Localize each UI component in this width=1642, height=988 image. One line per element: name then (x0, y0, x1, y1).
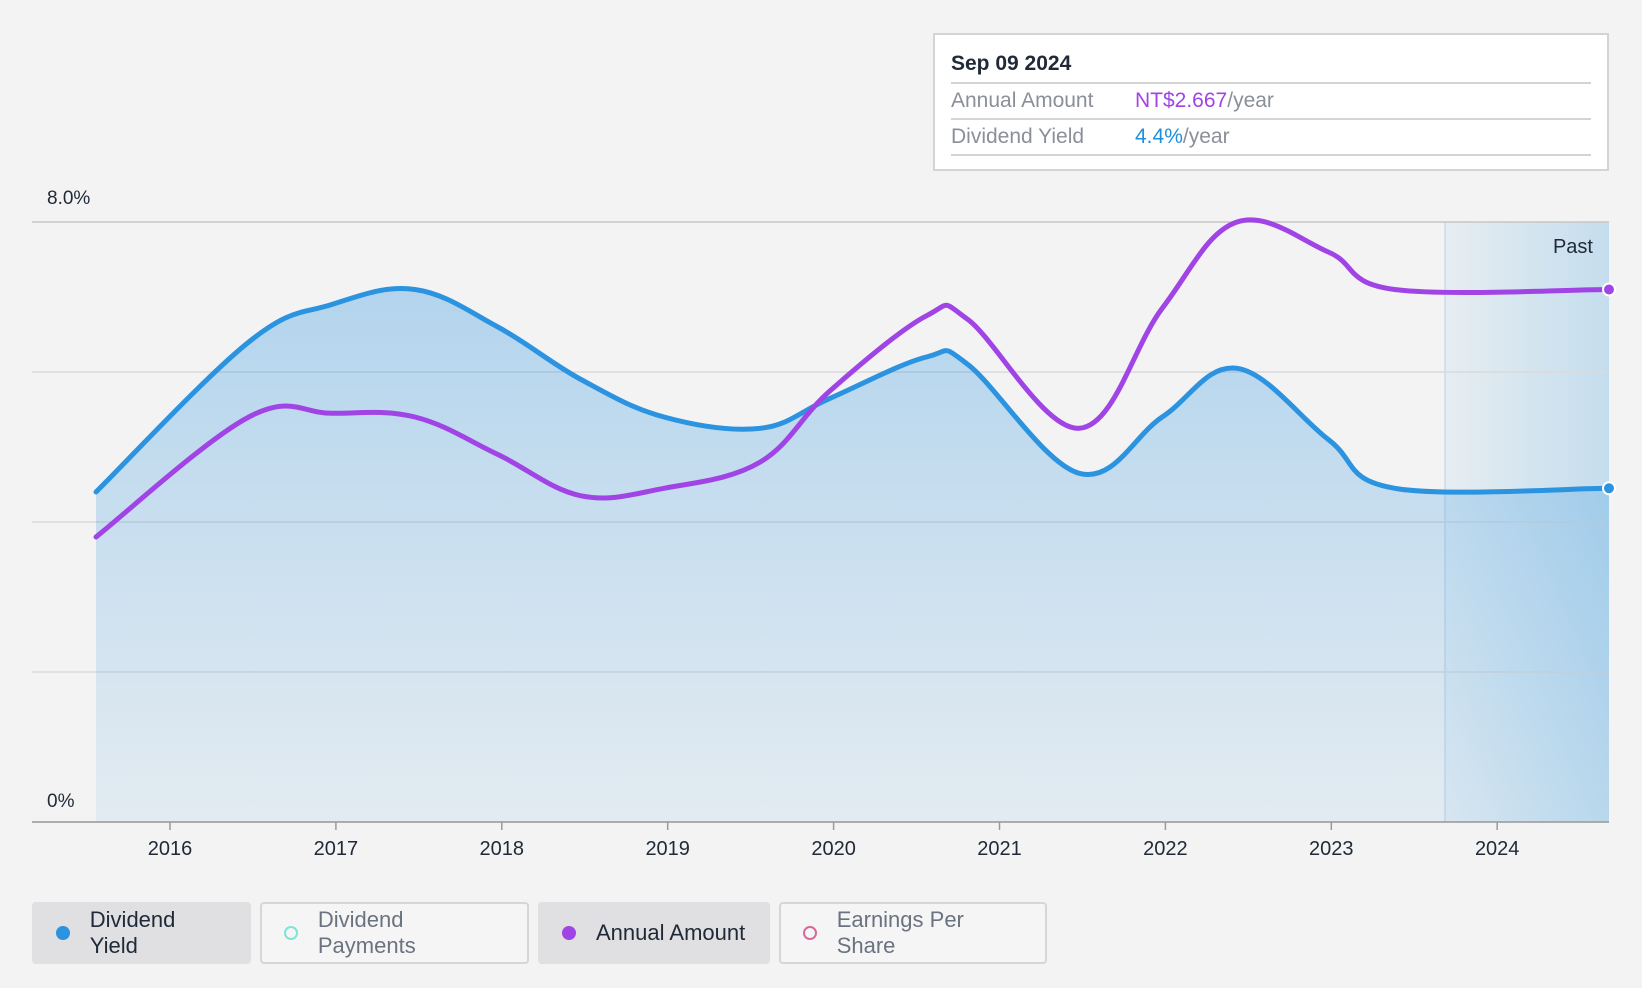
legend-annual-amount-button[interactable]: Annual Amount (538, 902, 770, 964)
x-tick-label: 2023 (1309, 838, 1354, 860)
x-tick-label: 2016 (148, 838, 193, 860)
annual-amount-dot-icon (562, 926, 576, 940)
tooltip-date: Sep 09 2024 (951, 49, 1591, 84)
x-tick-label: 2019 (645, 838, 690, 860)
legend-earnings-per-share-button[interactable]: Earnings Per Share (779, 902, 1047, 964)
legend-annual-amount-label: Annual Amount (596, 920, 746, 945)
tooltip-dividend-yield-label: Dividend Yield (951, 125, 1085, 148)
legend-dividend-payments-label: Dividend Payments (317, 907, 416, 958)
earnings-per-share-dot-icon (803, 926, 817, 940)
dividend-yield-area (96, 288, 1609, 823)
legend-dividend-yield-button[interactable]: Dividend Yield (32, 902, 251, 964)
legend-dividend-payments-button[interactable]: Dividend Payments (260, 902, 529, 964)
tooltip-annual-amount-label: Annual Amount (951, 89, 1094, 112)
tooltip-annual-amount-unit: /year (1227, 89, 1274, 112)
tooltip-dividend-yield-value: 4.4% (1135, 125, 1183, 148)
tooltip-panel: Sep 09 2024 Annual Amount NT$2.667 /year… (933, 33, 1609, 171)
x-tick-label: 2018 (480, 838, 525, 860)
tooltip-dividend-yield-unit: /year (1182, 125, 1230, 148)
x-tick-label: 2020 (811, 838, 856, 860)
y-axis-max-label: 8.0% (47, 188, 90, 209)
annual-amount-line (93, 217, 1612, 540)
legend: Dividend Yield Dividend Payments Annual … (32, 902, 1047, 964)
legend-earnings-per-share-label: Earnings Per Share (836, 907, 964, 958)
dividend-yield-dot-icon (56, 926, 70, 940)
y-axis-min-label: 0% (47, 791, 75, 812)
annual-amount-end-point (1602, 282, 1616, 297)
legend-dividend-yield-label: Dividend Yield (89, 907, 176, 958)
tooltip-row-annual-amount: Annual Amount NT$2.667 /year (951, 84, 1591, 120)
past-label: Past (1553, 236, 1593, 258)
x-tick-label: 2017 (314, 838, 359, 860)
x-tick-label: 2024 (1475, 838, 1520, 860)
tooltip-annual-amount-value: NT$2.667 (1135, 89, 1228, 112)
x-tick-label: 2021 (977, 838, 1022, 860)
x-tick-label: 2022 (1143, 838, 1188, 860)
tooltip-row-dividend-yield: Dividend Yield 4.4% /year (951, 120, 1591, 156)
dividend-yield-end-point (1602, 481, 1616, 496)
dividend-yield-line (93, 286, 1612, 495)
dividend-payments-dot-icon (284, 926, 298, 940)
